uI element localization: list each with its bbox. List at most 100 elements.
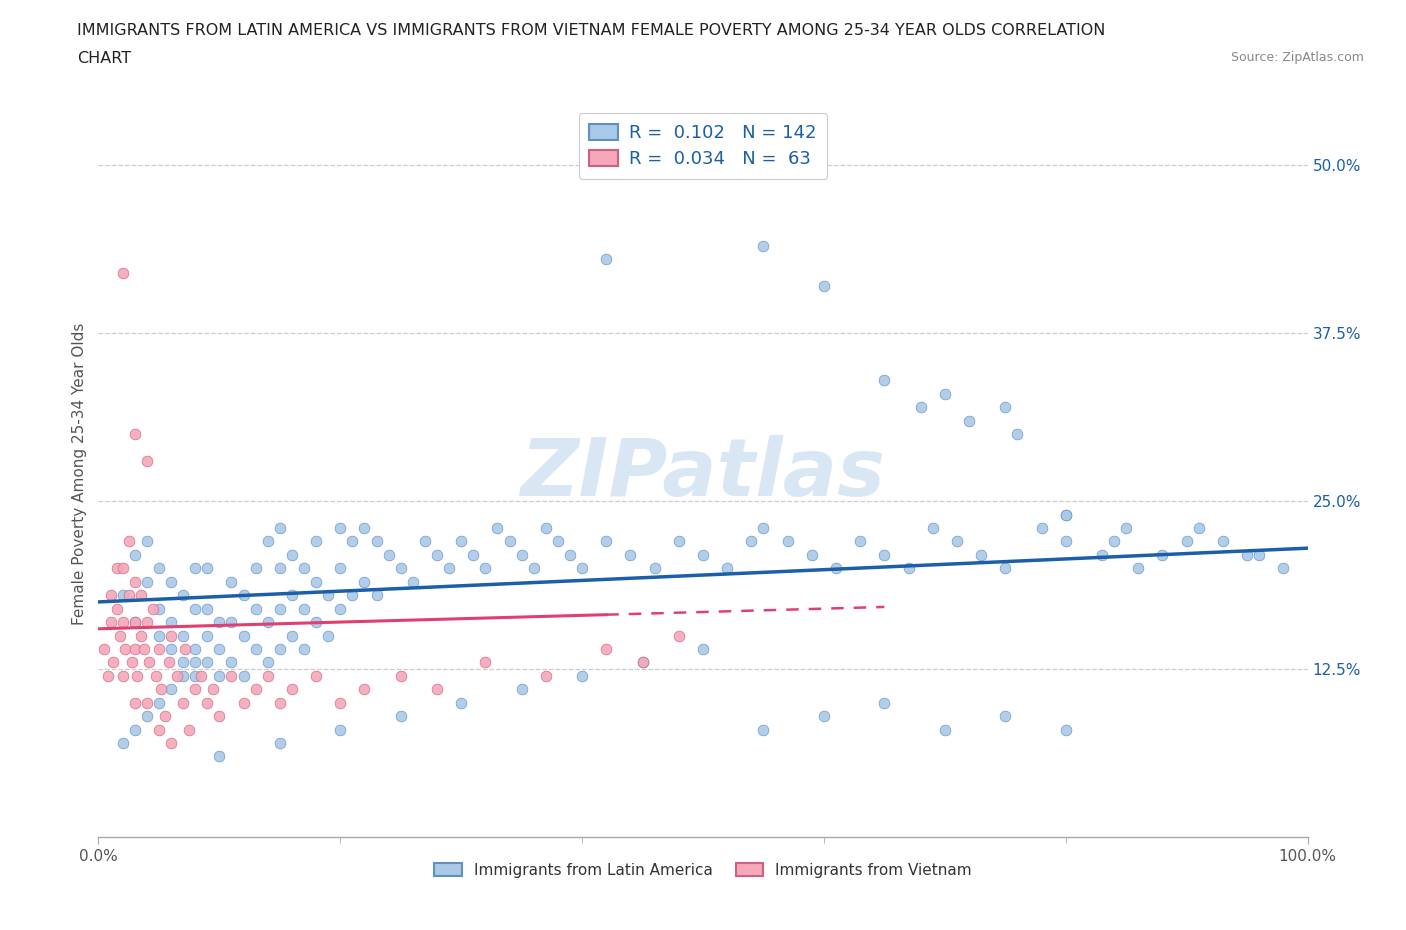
Text: Source: ZipAtlas.com: Source: ZipAtlas.com xyxy=(1230,51,1364,64)
Point xyxy=(172,655,194,670)
Point xyxy=(595,642,617,657)
Point xyxy=(1031,521,1053,536)
Point xyxy=(934,386,956,401)
Point xyxy=(145,669,167,684)
Point xyxy=(111,588,134,603)
Point xyxy=(1054,507,1077,522)
Point xyxy=(148,561,170,576)
Point xyxy=(389,709,412,724)
Point xyxy=(946,534,969,549)
Point xyxy=(124,722,146,737)
Point xyxy=(184,669,207,684)
Point xyxy=(160,642,183,657)
Point xyxy=(153,709,176,724)
Point xyxy=(921,521,943,536)
Point xyxy=(1054,534,1077,549)
Point xyxy=(305,615,328,630)
Point xyxy=(124,642,146,657)
Y-axis label: Female Poverty Among 25-34 Year Olds: Female Poverty Among 25-34 Year Olds xyxy=(72,323,87,626)
Point xyxy=(160,628,183,643)
Point xyxy=(1007,427,1029,442)
Point xyxy=(184,642,207,657)
Point xyxy=(148,601,170,616)
Point xyxy=(111,561,134,576)
Point xyxy=(281,548,304,563)
Point xyxy=(232,696,254,711)
Point xyxy=(329,722,352,737)
Point xyxy=(910,400,932,415)
Point xyxy=(292,601,315,616)
Point xyxy=(256,534,278,549)
Point xyxy=(166,669,188,684)
Point xyxy=(118,588,141,603)
Point xyxy=(195,628,218,643)
Point xyxy=(221,615,243,630)
Point xyxy=(305,534,328,549)
Point xyxy=(150,682,173,697)
Point xyxy=(474,655,496,670)
Point xyxy=(256,615,278,630)
Point xyxy=(389,561,412,576)
Point xyxy=(172,669,194,684)
Point xyxy=(135,696,157,711)
Point xyxy=(97,669,120,684)
Point xyxy=(184,561,207,576)
Point xyxy=(957,413,980,428)
Point xyxy=(740,534,762,549)
Point xyxy=(510,682,533,697)
Point xyxy=(221,575,243,590)
Point xyxy=(1054,722,1077,737)
Point xyxy=(668,534,690,549)
Point xyxy=(221,669,243,684)
Point xyxy=(269,601,291,616)
Point xyxy=(1128,561,1150,576)
Point xyxy=(100,588,122,603)
Point xyxy=(138,655,160,670)
Point xyxy=(631,655,654,670)
Point xyxy=(1236,548,1258,563)
Point xyxy=(195,561,218,576)
Point xyxy=(100,615,122,630)
Point xyxy=(776,534,799,549)
Point xyxy=(269,521,291,536)
Point xyxy=(619,548,641,563)
Point xyxy=(124,548,146,563)
Point xyxy=(124,615,146,630)
Point xyxy=(1115,521,1137,536)
Point xyxy=(179,722,201,737)
Point xyxy=(510,548,533,563)
Point xyxy=(184,601,207,616)
Point xyxy=(269,696,291,711)
Point xyxy=(269,642,291,657)
Point xyxy=(305,669,328,684)
Point xyxy=(135,454,157,469)
Point xyxy=(195,655,218,670)
Point xyxy=(269,736,291,751)
Point xyxy=(160,615,183,630)
Point xyxy=(329,561,352,576)
Point xyxy=(644,561,666,576)
Point xyxy=(342,534,364,549)
Point xyxy=(101,655,124,670)
Point xyxy=(813,709,835,724)
Point xyxy=(256,669,278,684)
Point xyxy=(668,628,690,643)
Point xyxy=(172,696,194,711)
Point xyxy=(174,642,197,657)
Point xyxy=(825,561,848,576)
Point xyxy=(329,521,352,536)
Point xyxy=(184,655,207,670)
Point xyxy=(245,682,267,697)
Point xyxy=(558,548,581,563)
Point xyxy=(849,534,872,549)
Point xyxy=(172,628,194,643)
Point xyxy=(474,561,496,576)
Point xyxy=(1249,548,1271,563)
Point xyxy=(426,682,449,697)
Point xyxy=(256,655,278,670)
Point xyxy=(498,534,520,549)
Point xyxy=(426,548,449,563)
Point xyxy=(595,534,617,549)
Point xyxy=(316,628,339,643)
Point xyxy=(486,521,509,536)
